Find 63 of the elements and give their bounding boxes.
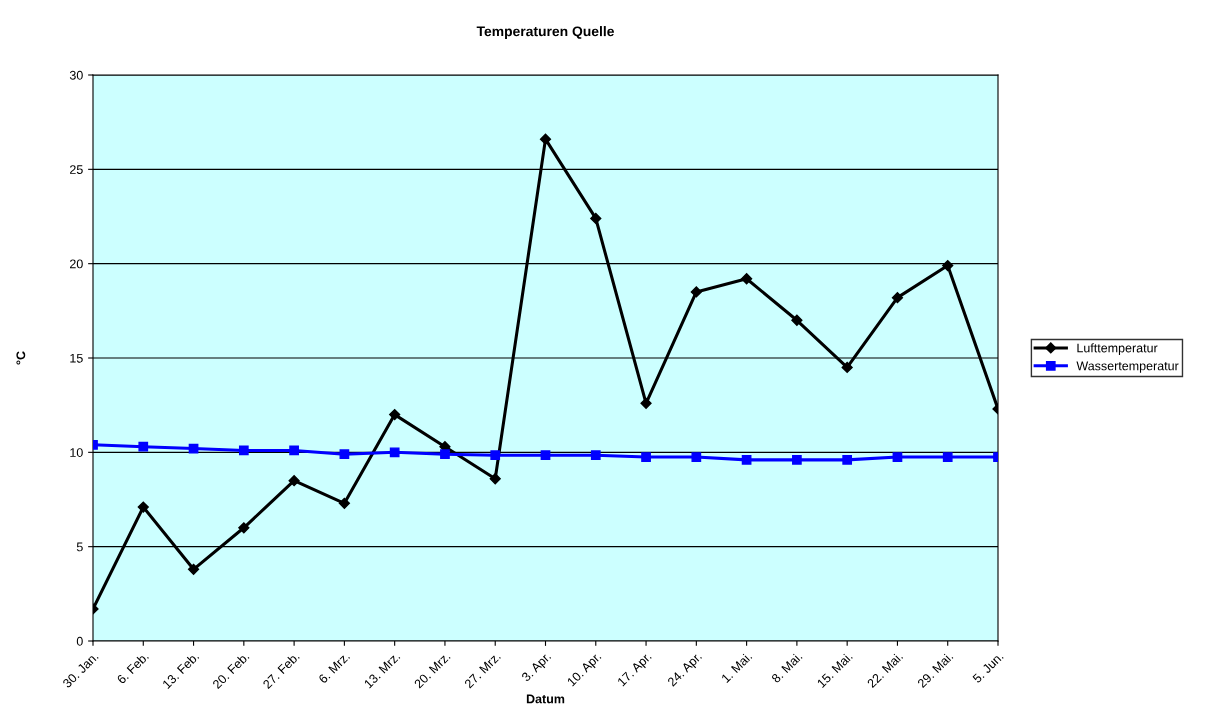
point: [440, 449, 450, 460]
point: [842, 455, 853, 465]
legend-label: Wassertemperatur: [1076, 361, 1179, 373]
point: [289, 445, 299, 456]
point: [138, 441, 149, 452]
x-tick-label: 20. Feb.: [211, 651, 250, 690]
point: [539, 133, 552, 145]
point: [942, 452, 953, 462]
point: [338, 497, 350, 509]
x-tick-label: 1. Mai.: [720, 651, 753, 684]
point: [389, 447, 400, 458]
point: [137, 501, 149, 513]
point: [288, 475, 300, 487]
y-tick-label: 30: [69, 70, 83, 80]
x-tick-label: 20. Mrz.: [413, 651, 451, 689]
x-tick-label: 6. Feb.: [116, 651, 149, 685]
point: [339, 449, 350, 460]
point: [238, 445, 249, 456]
x-tick-label: 30. Jan.: [62, 651, 99, 689]
x-axis-title: Datum: [526, 694, 565, 704]
y-tick-label: 15: [70, 353, 83, 363]
y-tick-label: 20: [70, 259, 83, 269]
point: [841, 361, 853, 374]
point: [389, 408, 401, 421]
x-tick-label: 13. Feb.: [161, 651, 200, 689]
point: [690, 286, 702, 298]
x-tick-label: 13. Mrz.: [363, 651, 401, 689]
y-axis-title: °C: [16, 351, 26, 365]
x-tick-label: 10. Apr.: [566, 651, 604, 689]
x-tick-label: 22. Mai.: [866, 651, 904, 689]
point: [892, 452, 903, 462]
x-tick-label: 27. Mrz.: [463, 651, 501, 689]
point: [489, 473, 501, 485]
point: [590, 212, 602, 224]
x-tick-label: 24. Apr.: [667, 651, 704, 689]
point: [641, 452, 651, 462]
point: [691, 452, 702, 462]
x-tick-label: 29. Mai.: [916, 651, 954, 689]
point: [942, 259, 954, 272]
point: [590, 450, 601, 461]
point: [741, 273, 753, 285]
point: [741, 455, 752, 465]
x-tick-label: 5. Jun.: [972, 651, 1004, 684]
y-tick-label: 25: [70, 165, 83, 174]
point: [640, 397, 652, 409]
point: [238, 522, 250, 534]
chart-title: Temperaturen Quelle: [476, 26, 614, 39]
x-tick-label: 17. Apr.: [617, 651, 654, 689]
x-tick-label: 15. Mai.: [816, 651, 853, 688]
y-tick-label: 0: [76, 636, 83, 646]
y-tick-label: 5: [76, 542, 83, 552]
point: [792, 455, 802, 465]
point: [490, 450, 501, 461]
x-tick-label: 6. Mrz.: [318, 651, 351, 684]
y-tick-label: 10: [70, 448, 83, 457]
x-tick-label: 8. Mai.: [770, 651, 803, 684]
x-tick-label: 3. Apr.: [521, 651, 553, 684]
point: [540, 450, 551, 461]
legend-label: Lufttemperatur: [1077, 343, 1158, 355]
point: [187, 563, 200, 575]
x-tick-label: 27. Feb.: [262, 651, 300, 690]
point: [791, 314, 803, 326]
point: [891, 292, 904, 304]
